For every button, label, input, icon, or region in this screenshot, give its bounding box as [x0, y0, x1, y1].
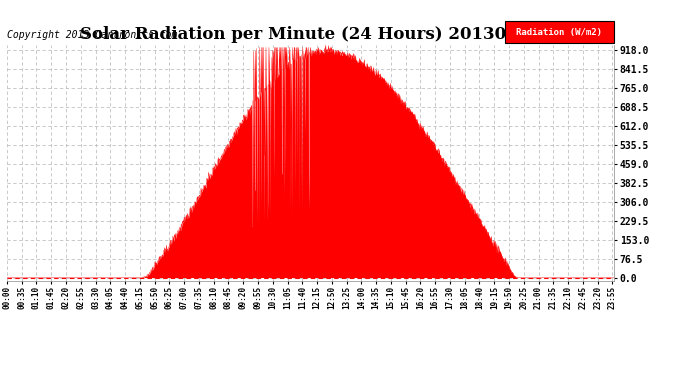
FancyBboxPatch shape	[505, 21, 614, 43]
Title: Solar Radiation per Minute (24 Hours) 20130518: Solar Radiation per Minute (24 Hours) 20…	[80, 27, 541, 44]
Text: Copyright 2013 Cartronics.com: Copyright 2013 Cartronics.com	[7, 30, 177, 40]
Text: Radiation (W/m2): Radiation (W/m2)	[516, 27, 602, 36]
